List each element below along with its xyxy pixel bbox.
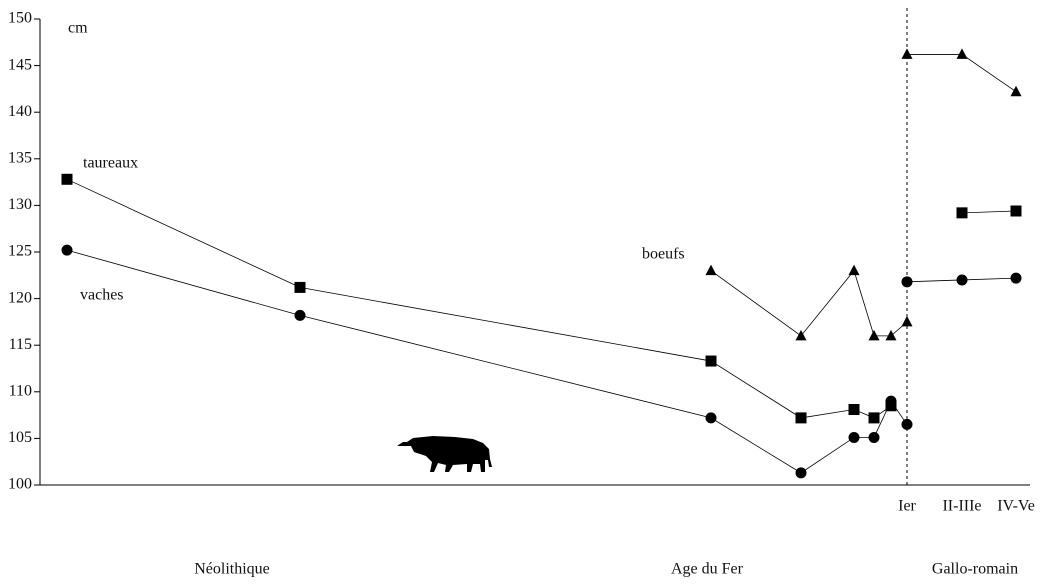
period-label: Néolithique <box>194 561 270 578</box>
series-label: boeufs <box>642 246 685 263</box>
y-axis-label: cm <box>68 20 88 37</box>
marker-triangle <box>902 48 913 59</box>
marker-circle <box>706 412 717 423</box>
x-tick-label: Ier <box>898 498 916 515</box>
marker-triangle <box>869 330 880 341</box>
period-label: Age du Fer <box>671 561 744 578</box>
marker-triangle <box>886 330 897 341</box>
marker-triangle <box>902 316 913 327</box>
marker-triangle <box>706 265 717 276</box>
marker-circle <box>869 432 880 443</box>
y-tick-label: 115 <box>9 336 32 353</box>
marker-square <box>869 412 880 423</box>
marker-square <box>849 404 860 415</box>
marker-square <box>796 412 807 423</box>
marker-circle <box>849 432 860 443</box>
marker-square <box>957 207 968 218</box>
marker-square <box>295 282 306 293</box>
marker-circle <box>295 310 306 321</box>
chart: cm Néolithique Age du Fer Gallo-romain t… <box>0 0 1045 584</box>
period-label: Gallo-romain <box>932 561 1018 578</box>
marker-circle <box>902 419 913 430</box>
series-label: taureaux <box>83 155 138 172</box>
y-tick-label: 120 <box>8 289 32 306</box>
y-tick-label: 100 <box>8 476 32 493</box>
marker-circle <box>796 467 807 478</box>
x-tick-label: II-IIIe <box>942 498 981 515</box>
y-tick-label: 135 <box>8 149 32 166</box>
marker-square <box>1011 205 1022 216</box>
series-line <box>711 54 1016 335</box>
marker-circle <box>957 274 968 285</box>
series-label: vaches <box>80 287 124 304</box>
y-tick-label: 140 <box>8 103 32 120</box>
y-tick-label: 110 <box>9 382 32 399</box>
marker-square <box>706 356 717 367</box>
marker-circle <box>62 245 73 256</box>
x-tick-label: IV-Ve <box>997 498 1035 515</box>
y-tick-label: 105 <box>8 429 32 446</box>
series-line <box>67 179 1016 418</box>
y-tick-label: 150 <box>8 10 32 27</box>
marker-square <box>62 174 73 185</box>
marker-circle <box>886 396 897 407</box>
y-tick-label: 130 <box>8 196 32 213</box>
marker-triangle <box>957 48 968 59</box>
bull-icon <box>397 436 492 472</box>
y-tick-label: 125 <box>8 243 32 260</box>
y-tick-label: 145 <box>8 56 32 73</box>
marker-triangle <box>1011 86 1022 97</box>
marker-circle <box>902 276 913 287</box>
marker-triangle <box>849 265 860 276</box>
marker-circle <box>1011 273 1022 284</box>
